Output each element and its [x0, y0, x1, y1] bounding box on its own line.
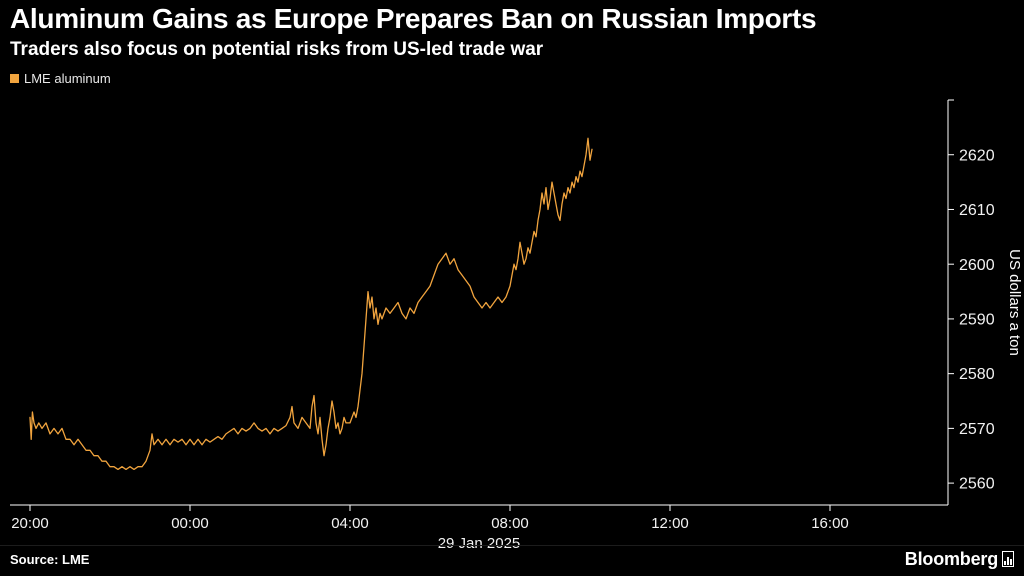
price-line [29, 137, 593, 471]
y-tick-label: 2590 [959, 312, 995, 329]
bloomberg-wordmark: Bloomberg [904, 548, 998, 569]
x-tick-label: 04:00 [331, 515, 369, 532]
source-credit: Source: LME [10, 551, 90, 567]
y-axis-title: US dollars a ton [1006, 249, 1023, 356]
y-tick-label: 2580 [959, 366, 995, 383]
footer: Source: LME Bloomberg [0, 545, 1024, 576]
x-tick-label: 00:00 [171, 515, 209, 532]
y-tick-label: 2620 [959, 147, 995, 164]
legend: LME aluminum [10, 71, 1014, 86]
chart-title: Aluminum Gains as Europe Prepares Ban on… [10, 3, 817, 34]
y-tick-label: 2570 [959, 421, 995, 438]
y-tick-label: 2560 [959, 476, 995, 493]
x-tick-label: 16:00 [811, 515, 849, 532]
x-tick-label: 08:00 [491, 515, 529, 532]
y-tick-label: 2600 [959, 257, 995, 274]
legend-label: LME aluminum [24, 71, 111, 86]
x-tick-label: 20:00 [11, 515, 49, 532]
x-tick-label: 12:00 [651, 515, 689, 532]
bloomberg-logo: Bloomberg [905, 549, 1014, 570]
x-axis-date-label: 29 Jan 2025 [438, 535, 521, 552]
chart-subtitle: Traders also focus on potential risks fr… [10, 39, 544, 60]
y-tick-label: 2610 [959, 202, 995, 219]
chart-header: Aluminum Gains as Europe Prepares Ban on… [10, 2, 1014, 86]
bloomberg-chart-icon [1002, 551, 1014, 567]
legend-swatch-icon [10, 74, 19, 83]
